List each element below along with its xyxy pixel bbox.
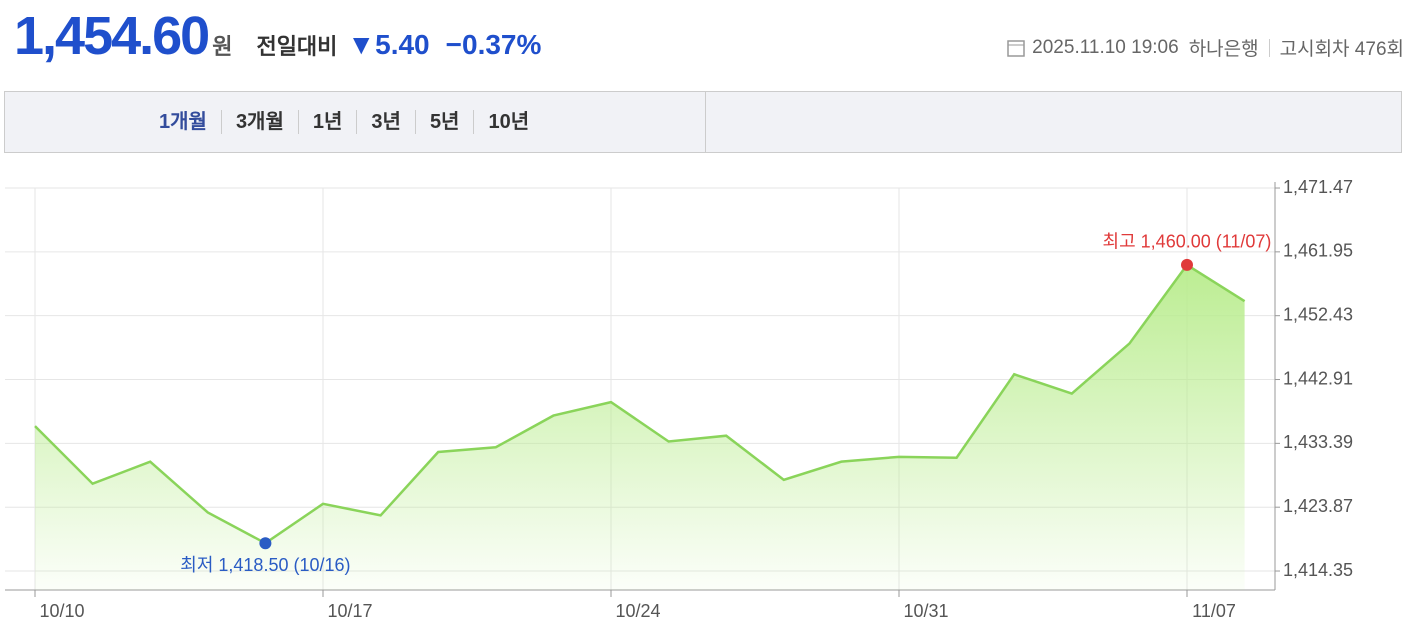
y-tick-label: 1,461.95 <box>1283 241 1353 261</box>
header: 1,454.60 원 전일대비 ▼5.40 −0.37% <box>14 0 541 80</box>
bank: 하나은행 <box>1188 39 1259 60</box>
annotation: 최저 1,418.50 (10/16) <box>180 555 350 575</box>
x-tick-label: 10/24 <box>615 601 660 621</box>
round: 고시회차 476회 <box>1279 39 1404 60</box>
period-tab[interactable]: 3년 <box>356 110 415 134</box>
change-pct: −0.37% <box>445 29 542 60</box>
period-tab[interactable]: 1년 <box>297 110 357 134</box>
separator <box>1268 38 1270 57</box>
annotation: 최고 1,460.00 (11/07) <box>1103 232 1272 252</box>
price: 1,454.60 <box>14 6 210 66</box>
calendar-icon <box>1007 39 1025 57</box>
change: ▼5.40 <box>347 29 430 60</box>
extreme-dot <box>1181 258 1193 271</box>
info: 2025.11.10 19:06 하나은행 고시회차 476회 <box>1006 34 1404 61</box>
y-tick-label: 1,442.91 <box>1283 368 1353 388</box>
y-tick-label: 1,414.35 <box>1283 560 1353 580</box>
x-tick-label: 10/31 <box>903 601 948 621</box>
area <box>35 264 1245 590</box>
period-tab[interactable]: 10년 <box>473 110 543 134</box>
y-tick-label: 1,423.87 <box>1283 496 1353 516</box>
y-tick-label: 1,452.43 <box>1283 304 1353 324</box>
period-tab[interactable]: 5년 <box>414 110 474 134</box>
tab-list: 1개월 3개월 1년 3년 5년 10년 <box>145 110 543 134</box>
x-tick-label: 10/10 <box>39 601 84 621</box>
unit: 원 <box>212 34 233 59</box>
change-label: 전일대비 <box>256 34 338 59</box>
y-tick-label: 1,433.39 <box>1283 432 1353 452</box>
y-tick-label: 1,471.47 <box>1283 177 1353 197</box>
x-tick-label: 11/07 <box>1192 601 1236 621</box>
period-tab[interactable]: 1개월 <box>159 111 207 133</box>
period-tab[interactable]: 3개월 <box>220 110 298 134</box>
line <box>34 263 1246 545</box>
extreme-dot <box>259 537 272 550</box>
divider <box>705 92 706 152</box>
period-tabs: 1개월 3개월 1년 3년 5년 10년 <box>4 91 1402 153</box>
x-tick-label: 10/17 <box>327 601 372 621</box>
datetime: 2025.11.10 19:06 <box>1032 36 1179 58</box>
